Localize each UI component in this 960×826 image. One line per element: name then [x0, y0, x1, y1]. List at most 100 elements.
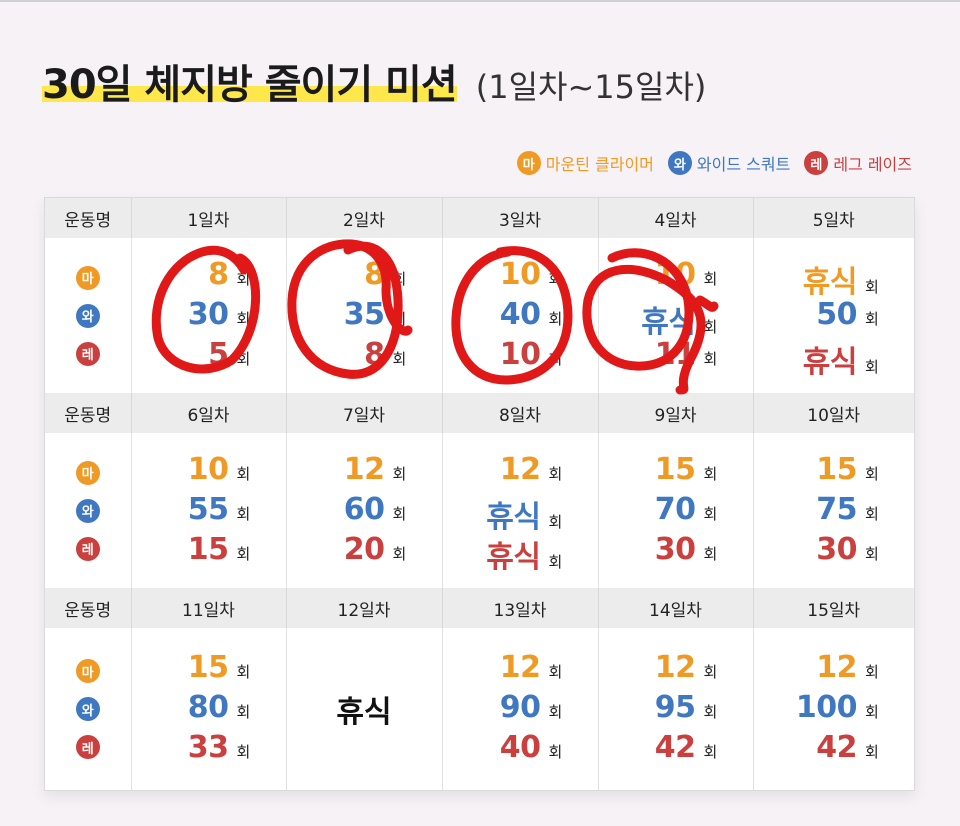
day-cell: 휴식 회 50 회 휴식 회 — [753, 238, 914, 393]
rep-line: 55 회 — [188, 492, 253, 530]
ma-reps: 12 — [816, 650, 857, 685]
ma-reps: 12 — [499, 451, 541, 487]
unit-label: 회 — [865, 663, 879, 681]
re-reps: 20 — [343, 531, 385, 567]
unit-label: 회 — [548, 464, 563, 483]
day-cell: 15 회 70 회 30 회 — [598, 433, 754, 588]
re-badge-icon: 레 — [75, 536, 100, 561]
day-header: 14일차 — [598, 588, 754, 628]
day-header-row: 운동명 1일차 2일차 3일차 4일차 5일차 — [45, 198, 914, 238]
rep-line: 12 회 — [344, 452, 409, 490]
unit-label: 회 — [392, 504, 407, 523]
re-reps: 30 — [654, 531, 696, 567]
day-header: 12일차 — [286, 588, 443, 628]
unit-label: 회 — [548, 269, 563, 288]
rep-line: 11 회 — [655, 337, 720, 375]
re-reps: 5 — [208, 336, 229, 372]
rep-line: 42 회 — [816, 730, 881, 768]
unit-label: 회 — [236, 349, 251, 368]
unit-label: 회 — [703, 269, 718, 288]
rep-line: 12 회 — [816, 650, 881, 688]
ma-badge-icon: 마 — [75, 460, 100, 485]
day-cell: 10 회 40 회 10 회 — [442, 238, 599, 393]
ma-reps: 12 — [499, 650, 541, 685]
rep-line: 15 회 — [188, 532, 253, 570]
exercise-header: 운동명 — [45, 198, 132, 238]
legend-item-wide-squat: 와 와이드 스쿼트 — [667, 151, 790, 175]
wa-reps: 75 — [816, 491, 857, 527]
rep-line: 60 회 — [344, 492, 409, 530]
day-header: 2일차 — [286, 198, 443, 238]
day-header: 8일차 — [442, 393, 599, 433]
ma-reps: 10 — [499, 256, 541, 292]
ma-reps: 12 — [343, 451, 385, 487]
re-reps: 40 — [499, 730, 541, 765]
wa-badge-icon: 와 — [667, 151, 692, 175]
ma-reps: 휴식 — [802, 264, 858, 300]
ma-reps: 8 — [208, 256, 229, 292]
day-values-row: 마 와 레 8 회 30 회 5 회 8 회 35 회 8 회 10 회 40 회 10 회 10 회 휴식 회 11 회 휴식 회 50… — [45, 238, 914, 393]
header: 30일 체지방 줄이기 미션 (1일차~15일차) — [42, 52, 706, 112]
unit-label: 회 — [703, 464, 718, 483]
unit-label: 회 — [548, 743, 563, 761]
day-header: 1일차 — [131, 198, 287, 238]
unit-label: 회 — [236, 309, 251, 328]
day-cell: 10 회 휴식 회 11 회 — [598, 238, 754, 393]
unit-label: 회 — [703, 504, 718, 523]
unit-label: 회 — [703, 703, 718, 721]
unit-label: 회 — [548, 512, 563, 531]
rep-line: 33 회 — [188, 730, 253, 768]
unit-label: 회 — [548, 349, 563, 368]
day-cell: 10 회 55 회 15 회 — [131, 433, 287, 588]
wa-badge-icon: 와 — [75, 498, 100, 523]
day-values-row: 마 와 레 15 회 80 회 33 회 휴식 12 회 90 회 40 회 12 회 95 회 42 회 12 회 100 회 4… — [45, 628, 914, 790]
rep-line: 10 회 — [500, 257, 565, 295]
rep-line: 40 회 — [500, 730, 565, 768]
re-reps: 15 — [187, 531, 229, 567]
day-header: 9일차 — [598, 393, 754, 433]
wa-reps: 50 — [816, 296, 857, 332]
unit-label: 회 — [865, 504, 879, 523]
rep-line: 10 회 — [500, 337, 565, 375]
rep-line: 75 회 — [816, 492, 881, 530]
rep-line: 30 회 — [188, 297, 253, 335]
unit-label: 회 — [392, 544, 407, 563]
exercise-header: 운동명 — [45, 393, 132, 433]
re-reps: 8 — [364, 336, 385, 372]
rep-line: 15 회 — [655, 452, 720, 490]
unit-label: 회 — [236, 743, 251, 761]
re-reps: 10 — [499, 336, 541, 372]
wa-badge-icon: 와 — [75, 697, 100, 721]
rep-line: 20 회 — [344, 532, 409, 570]
rep-line: 휴식 회 — [641, 297, 719, 340]
day-cell: 12 회 휴식 회 휴식 회 — [442, 433, 599, 588]
day-header: 10일차 — [753, 393, 914, 433]
ma-badge-icon: 마 — [75, 659, 100, 683]
day-cell: 15 회 75 회 30 회 — [753, 433, 914, 588]
unit-label: 회 — [703, 743, 718, 761]
unit-label: 회 — [865, 544, 879, 563]
wa-reps: 95 — [654, 690, 696, 725]
wa-reps: 30 — [187, 296, 229, 332]
unit-label: 회 — [548, 663, 563, 681]
re-badge-icon: 레 — [75, 341, 100, 366]
rep-line: 95 회 — [655, 690, 720, 728]
unit-label: 회 — [236, 544, 251, 563]
top-divider — [0, 0, 960, 2]
rep-line: 90 회 — [500, 690, 565, 728]
rep-line: 12 회 — [655, 650, 720, 688]
ma-reps: 15 — [816, 451, 857, 487]
unit-label: 회 — [865, 357, 879, 376]
rep-line: 10 회 — [188, 452, 253, 490]
rep-line: 70 회 — [655, 492, 720, 530]
rep-line: 30 회 — [816, 532, 881, 570]
rep-line: 35 회 — [344, 297, 409, 335]
unit-label: 회 — [703, 544, 718, 563]
day-header: 7일차 — [286, 393, 443, 433]
rep-line: 50 회 — [816, 297, 881, 335]
